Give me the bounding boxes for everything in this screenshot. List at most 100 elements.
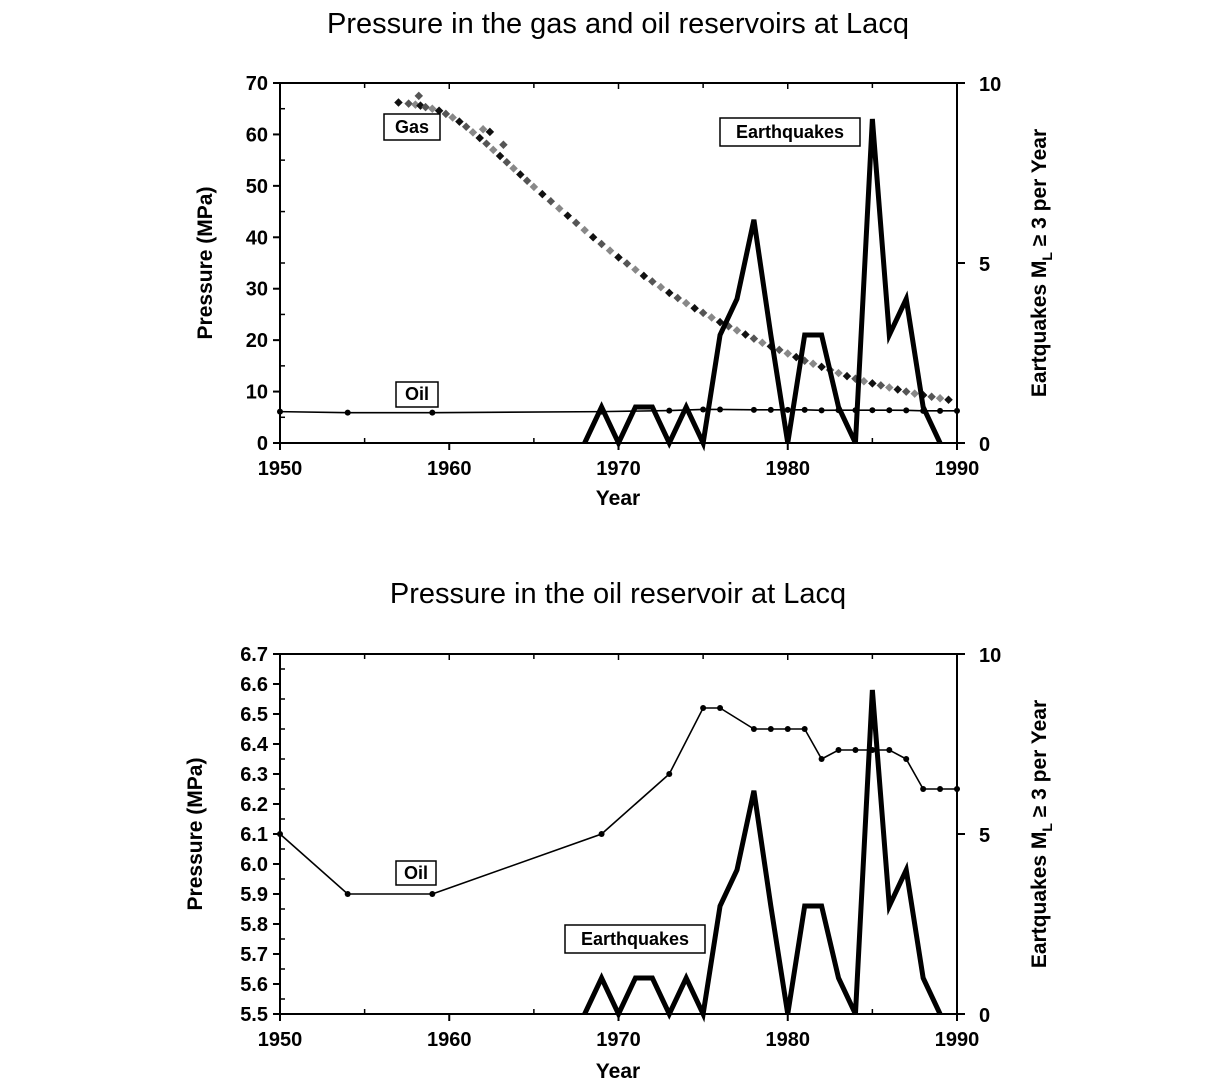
- oil-pressure-chart: Pressure in the oil reservoir at Lacq 5.…: [184, 578, 1055, 1083]
- oil-point: [277, 831, 283, 837]
- gas-annotation-box: [383, 113, 441, 141]
- earthquakes-annotation-box: [719, 117, 861, 147]
- oil-point: [598, 831, 605, 837]
- oil-point: [750, 726, 757, 732]
- series-layer: [277, 689, 960, 1023]
- x-tick-label: 1970: [596, 1029, 641, 1051]
- y-axis-label: Pressure (MPa): [184, 758, 207, 911]
- gas-point: [614, 253, 623, 262]
- gas-annotation: Gas: [383, 113, 441, 141]
- oil-point: [954, 786, 960, 792]
- oil-point: [869, 407, 876, 414]
- x-axis: 1950 1960 1970 1980 1990: [258, 654, 980, 1051]
- x-tick-label: 1980: [766, 458, 811, 480]
- gas-point: [893, 385, 903, 394]
- oil-annotation-box: [395, 860, 437, 886]
- gas-point: [622, 259, 632, 268]
- y2-tick-label: 0: [979, 434, 990, 456]
- earthquakes-annotation-label: Earthquakes: [736, 122, 844, 142]
- left-y-axis: 5.5 5.6 5.7 5.8 5.9 6.0 6.1 6.2 6.3 6.4 6.5 6.6 6.7: [240, 644, 285, 1026]
- oil-point: [429, 891, 436, 897]
- gas-point: [499, 140, 508, 149]
- gas-point: [509, 164, 518, 173]
- oil-point: [277, 408, 283, 415]
- gas-point: [428, 104, 437, 113]
- earthquakes-line: [582, 118, 943, 452]
- gas-point: [571, 218, 581, 228]
- gas-point: [455, 117, 464, 126]
- gas-point: [522, 176, 532, 185]
- y2-tick-label: 10: [979, 645, 1001, 667]
- gas-point: [605, 246, 615, 255]
- gas-point: [732, 326, 742, 335]
- right-y-axis: 0 5 10: [957, 74, 1001, 456]
- oil-point: [717, 406, 724, 413]
- oil-point: [852, 747, 859, 753]
- y-tick-label: 6.5: [240, 704, 268, 726]
- oil-point: [818, 756, 825, 762]
- right-y-axis: 0 5 10: [957, 645, 1001, 1027]
- x-tick-label: 1990: [935, 1029, 980, 1051]
- y2-tick-label: 10: [979, 74, 1001, 96]
- gas-point: [876, 381, 886, 390]
- gas-point: [580, 225, 589, 235]
- oil-point: [920, 786, 927, 792]
- earthquakes-annotation-box: [564, 924, 706, 954]
- y2-tick-label: 0: [979, 1005, 990, 1027]
- gas-point: [563, 211, 572, 220]
- chart-title: Pressure in the oil reservoir at Lacq: [390, 578, 846, 610]
- gas-point: [516, 170, 525, 179]
- y-tick-label: 5.6: [240, 974, 268, 996]
- gas-point: [448, 113, 457, 122]
- x-tick-label: 1990: [935, 458, 980, 480]
- gas-point: [648, 277, 657, 286]
- gas-point: [538, 189, 547, 199]
- oil-point: [784, 406, 791, 413]
- oil-point: [886, 747, 893, 753]
- gas-point: [421, 102, 430, 112]
- gas-point: [485, 127, 495, 137]
- gas-annotation-label: Gas: [395, 117, 429, 137]
- x-axis-label: Year: [596, 487, 640, 510]
- gas-point: [834, 368, 843, 378]
- oil-point: [666, 407, 673, 414]
- oil-point: [344, 891, 351, 897]
- gas-point: [910, 389, 919, 398]
- oil-point: [801, 726, 808, 732]
- oil-point: [767, 406, 774, 413]
- oil-point: [801, 406, 808, 413]
- oil-point: [767, 726, 774, 732]
- gas-point: [783, 349, 792, 358]
- plot-frame: [279, 653, 958, 1015]
- gas-point: [944, 395, 953, 405]
- gas-point: [690, 304, 699, 313]
- y-tick-label: 50: [246, 176, 268, 198]
- x-tick-label: 1950: [258, 458, 303, 480]
- x-tick-label: 1980: [766, 1029, 811, 1051]
- gas-point: [775, 345, 784, 355]
- gas-point: [529, 182, 539, 192]
- series-layer: [277, 91, 960, 452]
- y-tick-label: 70: [246, 73, 268, 95]
- x-axis: 1950 1960 1970 1980 1990: [258, 83, 980, 480]
- y-tick-label: 5.9: [240, 884, 268, 906]
- chart-title: Pressure in the gas and oil reservoirs a…: [327, 8, 909, 40]
- y2-tick-label: 5: [979, 825, 990, 847]
- oil-annotation: Oil: [395, 381, 439, 408]
- oil-point: [835, 747, 842, 753]
- x-tick-label: 1960: [427, 1029, 472, 1051]
- gas-point: [489, 145, 498, 155]
- y-tick-label: 10: [246, 382, 268, 404]
- oil-point: [700, 705, 707, 711]
- gas-point: [639, 271, 649, 281]
- y2-axis-label-rest: ≥ 3 per Year: [1028, 700, 1051, 823]
- oil-point: [903, 756, 910, 762]
- x-tick-label: 1970: [596, 458, 641, 480]
- gas-point: [656, 282, 666, 292]
- y-tick-label: 6.6: [240, 674, 268, 696]
- gas-point: [901, 387, 911, 396]
- oil-point: [429, 409, 436, 416]
- y-tick-label: 5.5: [240, 1004, 268, 1026]
- gas-point: [597, 239, 606, 249]
- oil-point: [937, 786, 944, 792]
